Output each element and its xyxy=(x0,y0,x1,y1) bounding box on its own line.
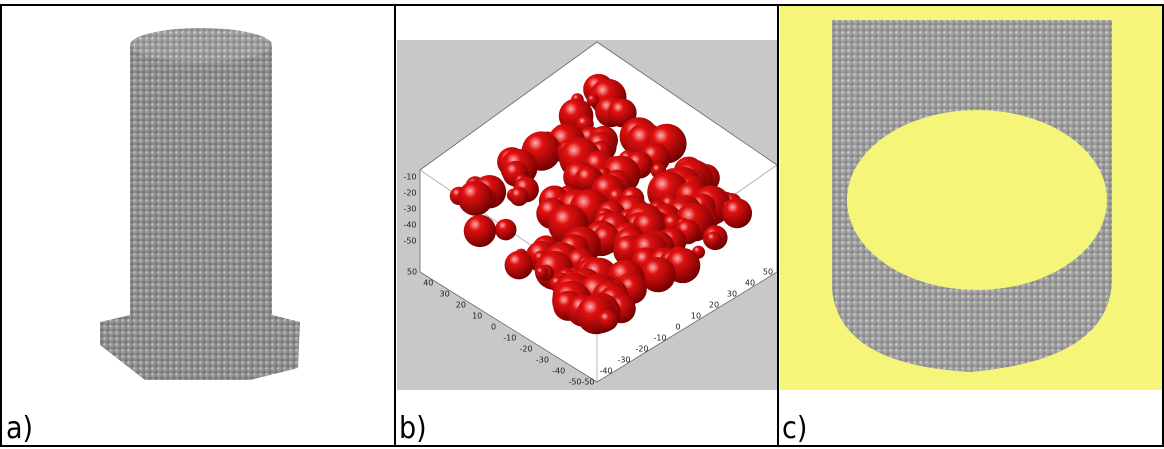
panel-c xyxy=(780,5,1162,390)
y-tick-label: 20 xyxy=(709,301,719,310)
panel-label: c) xyxy=(782,411,807,446)
x-tick-label: 30 xyxy=(440,290,450,299)
z-tick-label: -40 xyxy=(403,221,416,230)
sphere xyxy=(509,186,529,207)
x-tick-label: -20 xyxy=(520,345,533,354)
sphere xyxy=(494,218,517,241)
sphere xyxy=(463,214,497,248)
x-tick-label: -50 xyxy=(568,378,581,387)
y-tick-label: -20 xyxy=(635,345,648,354)
panel-b: -10-20-30-40-5050403020100-10-20-30-40-5… xyxy=(397,40,778,390)
z-tick-label: -20 xyxy=(403,189,416,198)
panel-label: b) xyxy=(399,411,427,446)
x-tick-label: 20 xyxy=(456,301,466,310)
sphere xyxy=(705,231,722,248)
y-tick-label: 50 xyxy=(763,268,773,277)
y-tick-label: -30 xyxy=(617,356,630,365)
hole xyxy=(847,110,1107,290)
y-tick-label: -50 xyxy=(581,378,594,387)
panel-label: a) xyxy=(6,411,33,446)
y-tick-label: 10 xyxy=(691,312,701,321)
x-tick-label: 10 xyxy=(472,312,482,321)
cylinder-top xyxy=(130,28,272,62)
z-tick-label: -10 xyxy=(403,173,416,182)
x-tick-label: -10 xyxy=(503,334,516,343)
z-tick-label: -50 xyxy=(403,237,416,246)
x-tick-label: -30 xyxy=(536,356,549,365)
x-tick-label: 50 xyxy=(407,268,417,277)
y-tick-label: -10 xyxy=(653,334,666,343)
sphere xyxy=(640,256,676,293)
sphere xyxy=(535,266,549,280)
y-tick-label: 40 xyxy=(745,279,755,288)
frame xyxy=(0,4,1164,447)
sphere xyxy=(722,198,753,229)
sphere xyxy=(504,250,534,280)
y-tick-label: 30 xyxy=(727,290,737,299)
x-tick-label: 40 xyxy=(423,279,433,288)
x-tick-label: -40 xyxy=(552,367,565,376)
sphere xyxy=(597,310,618,331)
y-tick-label: -40 xyxy=(599,367,612,376)
sphere xyxy=(586,94,599,107)
z-tick-label: -30 xyxy=(403,205,416,214)
panel-a xyxy=(100,28,300,380)
y-tick-label: 0 xyxy=(675,323,680,332)
cylinder xyxy=(130,45,272,338)
x-tick-label: 0 xyxy=(491,323,496,332)
sphere xyxy=(457,180,493,216)
